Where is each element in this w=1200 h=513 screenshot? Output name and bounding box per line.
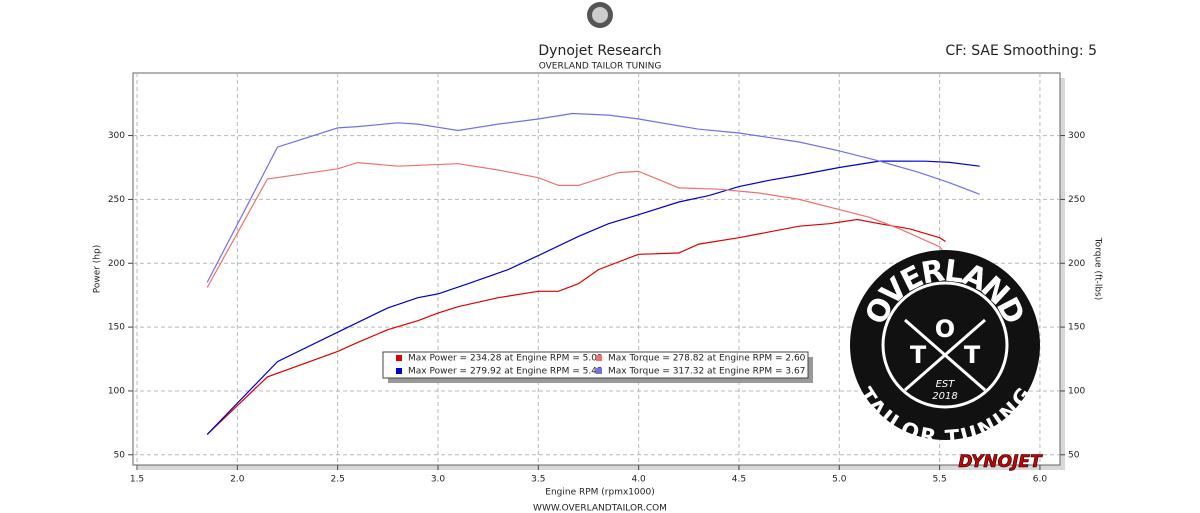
badge-circle bbox=[850, 250, 1040, 440]
x-tick-label: 5.0 bbox=[832, 475, 847, 485]
series-line bbox=[206, 161, 947, 288]
legend-swatch bbox=[596, 368, 602, 374]
legend-swatch bbox=[396, 368, 402, 374]
x-tick-label: 4.5 bbox=[732, 475, 746, 485]
series-line bbox=[206, 160, 980, 435]
footer: WWW.OVERLANDTAILOR.COM bbox=[533, 504, 667, 513]
y2-axis-label: Torque (ft-lbs) bbox=[1093, 237, 1103, 301]
badge-ring bbox=[881, 281, 1009, 409]
series-line bbox=[206, 112, 980, 283]
dynojet-logo: DYNOJET bbox=[958, 452, 1043, 472]
y2-tick-label: 300 bbox=[1068, 131, 1085, 141]
y-tick-label: 100 bbox=[108, 386, 125, 396]
y-tick-label: 300 bbox=[108, 131, 125, 141]
x-tick-label: 2.5 bbox=[330, 475, 344, 485]
x-tick-label: 2.0 bbox=[230, 475, 245, 485]
legend-label: Max Torque = 317.32 at Engine RPM = 3.67 bbox=[608, 367, 805, 377]
badge: OVERLAND TAILOR TUNING T O T EST 2018 bbox=[850, 250, 1040, 450]
y-tick-label: 250 bbox=[108, 195, 125, 205]
settings-label: CF: SAE Smoothing: 5 bbox=[945, 43, 1097, 59]
legend-label: Max Torque = 278.82 at Engine RPM = 2.60 bbox=[608, 354, 806, 364]
x-axis-label: Engine RPM (rpmx1000) bbox=[545, 488, 654, 498]
series-line bbox=[206, 218, 946, 435]
x-tick-label: 3.0 bbox=[431, 475, 446, 485]
badge-year: 2018 bbox=[932, 391, 957, 402]
legend-swatch bbox=[396, 355, 402, 361]
legend-swatch bbox=[596, 355, 602, 361]
y-tick-label: 200 bbox=[108, 259, 125, 269]
y-axis-label: Power (hp) bbox=[93, 245, 103, 294]
badge-letter: T bbox=[910, 341, 927, 369]
legend-label: Max Power = 234.28 at Engine RPM = 5.09 bbox=[408, 354, 603, 364]
x-tick-label: 5.5 bbox=[932, 475, 946, 485]
x-tick-label: 6.0 bbox=[1033, 475, 1048, 485]
legend-label: Max Power = 279.92 at Engine RPM = 5.43 bbox=[408, 367, 603, 377]
y-tick-label: 150 bbox=[108, 323, 125, 333]
y2-tick-label: 150 bbox=[1068, 323, 1085, 333]
y2-tick-label: 100 bbox=[1068, 386, 1085, 396]
y2-tick-label: 200 bbox=[1068, 259, 1085, 269]
top-logo-inner bbox=[592, 7, 608, 23]
chart-title: Dynojet Research bbox=[538, 43, 661, 59]
legend bbox=[382, 351, 809, 379]
y-tick-label: 50 bbox=[114, 450, 126, 460]
badge-est: EST bbox=[936, 379, 956, 390]
x-tick-label: 4.0 bbox=[631, 475, 646, 485]
y2-tick-label: 50 bbox=[1068, 450, 1080, 460]
x-tick-label: 1.5 bbox=[130, 475, 144, 485]
y2-tick-label: 250 bbox=[1068, 195, 1085, 205]
badge-letter: O bbox=[935, 315, 955, 343]
badge-letter: T bbox=[964, 341, 981, 369]
badge-cross bbox=[904, 318, 986, 392]
chart-subtitle: OVERLAND TAILOR TUNING bbox=[539, 62, 662, 72]
x-tick-label: 3.5 bbox=[531, 475, 545, 485]
